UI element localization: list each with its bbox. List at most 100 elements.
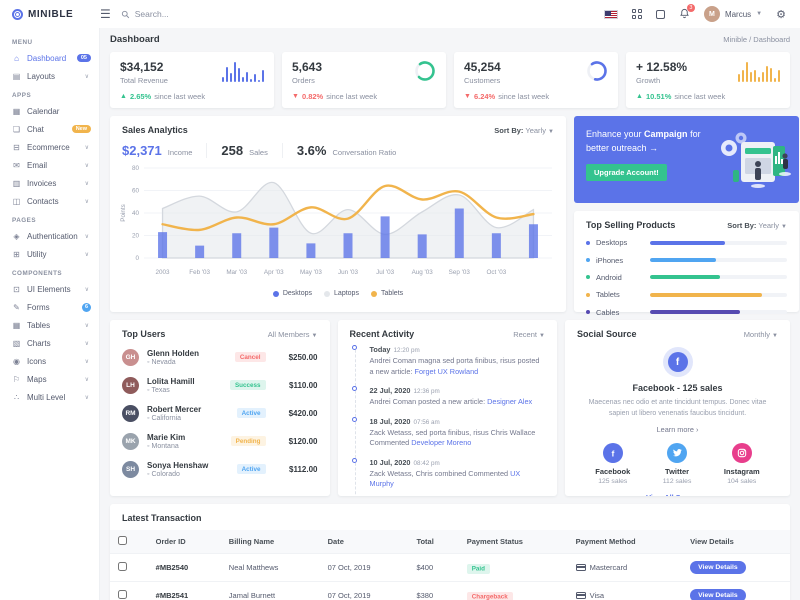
legend-label: Tablets: [380, 290, 404, 297]
svg-text:20: 20: [132, 233, 140, 240]
search-input[interactable]: [134, 9, 285, 19]
sidebar-item-layouts[interactable]: ▤ Layouts ∨: [0, 67, 99, 85]
sidebar-item-maps[interactable]: ⚐ Maps ∨: [0, 370, 99, 388]
user-menu[interactable]: M Marcus ▼: [703, 6, 762, 22]
learn-more-link[interactable]: Learn more ›: [656, 425, 699, 434]
social-source-twitter[interactable]: Twitter 112 sales: [663, 443, 691, 485]
user-row[interactable]: MK Marie Kim ◦ Montana Pending $120.00: [110, 427, 330, 455]
activity-link[interactable]: UX Murphy: [369, 468, 521, 489]
sidebar-item-ui-elements[interactable]: ⊡ UI Elements ∨: [0, 280, 99, 298]
radial-progress-chart: [586, 60, 608, 85]
settings-gear-icon[interactable]: ⚙: [776, 8, 786, 21]
chevron-down-icon: ∨: [84, 180, 89, 187]
chevron-down-icon: ∨: [84, 198, 89, 205]
user-row[interactable]: RM Robert Mercer ◦ California Active $420.00: [110, 399, 330, 427]
sparkline-bar-chart: [221, 60, 264, 82]
sidebar-item-label: Layouts: [27, 71, 56, 81]
brand-logo-icon: [12, 8, 23, 20]
row-checkbox[interactable]: [118, 562, 127, 571]
order-total: $400: [408, 553, 459, 582]
stat-delta: ▼ 6.24% since last week: [464, 92, 608, 101]
sidebar-item-email[interactable]: ✉ Email ∨: [0, 156, 99, 174]
user-row[interactable]: LH Lolita Hamill ◦ Texas Success $110.00: [110, 371, 330, 399]
delta-note: since last week: [326, 92, 378, 101]
order-id: #MB2540: [155, 563, 189, 572]
sales-kpis: $2,371 Income 258 Sales 3.6% Conversation Rat…: [110, 139, 566, 160]
column-header: Total: [408, 530, 459, 554]
view-details-button[interactable]: View Details: [690, 589, 746, 600]
apps-grid-icon[interactable]: [631, 9, 642, 19]
sidebar-item-dashboard[interactable]: ⌂ Dashboard 05: [0, 49, 99, 67]
sidebar-item-label: Email: [27, 160, 48, 170]
sidebar-item-contacts[interactable]: ◫ Contacts ∨: [0, 192, 99, 210]
activity-link[interactable]: Forget UX Rowland: [414, 366, 479, 376]
user-name: Marcus: [724, 9, 752, 19]
recent-activity-filter-dropdown[interactable]: Recent ▼: [513, 329, 545, 339]
sidebar-item-label: Charts: [27, 338, 51, 348]
product-progress-track: [650, 292, 787, 297]
user-status-badge: Pending: [230, 436, 266, 446]
sidebar-item-badge: 05: [76, 54, 91, 62]
sidebar-item-invoices[interactable]: ▥ Invoices ∨: [0, 174, 99, 192]
table-row: #MB2541 Jamal Burnett 07 Oct, 2019 $380 Char…: [110, 581, 790, 600]
svg-text:Points: Points: [120, 204, 127, 222]
social-source-filter-dropdown[interactable]: Monthly ▼: [743, 329, 778, 339]
language-flag-icon[interactable]: [603, 9, 618, 19]
top-selling-sort-dropdown[interactable]: Sort By: Yearly ▼: [727, 220, 787, 230]
social-source-name: Instagram: [723, 467, 760, 476]
select-all-checkbox[interactable]: [118, 536, 127, 545]
sidebar-item-utility[interactable]: ⊞ Utility ∨: [0, 245, 99, 263]
campaign-banner: Enhance your Campaign for better outreac…: [574, 116, 799, 203]
fullscreen-icon[interactable]: [655, 9, 665, 19]
user-row[interactable]: GH Glenn Holden ◦ Nevada Cancel $250.00: [110, 343, 330, 371]
sidebar-item-tables[interactable]: ▦ Tables ∨: [0, 316, 99, 334]
activity-link[interactable]: Developer Moreno: [411, 438, 472, 448]
facebook-highlight-icon: f: [662, 347, 693, 377]
upgrade-account-button[interactable]: Upgrade Account!: [586, 164, 667, 181]
activity-link[interactable]: Designer Alex: [487, 397, 533, 407]
product-dot: [586, 275, 590, 280]
sales-analytics-sort-dropdown[interactable]: Sort By: Yearly ▼: [494, 125, 554, 135]
sidebar-item-calendar[interactable]: ▦ Calendar: [0, 102, 99, 120]
sidebar-item-multi-level[interactable]: ∴ Multi Level ∨: [0, 388, 99, 406]
twitter-icon: [667, 443, 688, 463]
payment-status-badge: Chargeback: [466, 591, 513, 600]
menu-toggle-icon[interactable]: ☰: [100, 7, 111, 21]
product-row-desktops: Desktops: [586, 234, 787, 251]
campaign-illustration: [721, 132, 791, 188]
legend-item-tablets[interactable]: Tablets: [370, 290, 404, 297]
legend-item-laptops[interactable]: Laptops: [324, 290, 359, 297]
brand-logo[interactable]: MINIBLE: [0, 8, 100, 20]
sidebar-item-forms[interactable]: ✎ Forms 6: [0, 298, 99, 316]
sidebar-item-chat[interactable]: ❏ Chat New: [0, 120, 99, 138]
view-details-button[interactable]: View Details: [690, 561, 746, 574]
sidebar-item-label: Authentication: [27, 231, 78, 241]
top-users-filter-dropdown[interactable]: All Members ▼: [267, 329, 318, 339]
social-source-facebook[interactable]: f Facebook 125 sales: [595, 443, 630, 485]
sidebar-item-authentication[interactable]: ◈ Authentication ∨: [0, 227, 99, 245]
sidebar-item-charts[interactable]: ▧ Charts ∨: [0, 334, 99, 352]
latest-transaction-card: Latest Transaction Order ID Billing Name D…: [110, 504, 790, 600]
invoices-icon: ▥: [12, 178, 21, 188]
order-total: $380: [408, 581, 459, 600]
sidebar-item-icons[interactable]: ◉ Icons ∨: [0, 352, 99, 370]
sidebar-item-label: Dashboard: [27, 53, 67, 63]
notifications-button[interactable]: 3: [679, 3, 695, 21]
legend-item-desktops[interactable]: Desktops: [272, 290, 312, 297]
social-source-instagram[interactable]: Instagram 104 sales: [724, 443, 760, 485]
row-checkbox[interactable]: [118, 590, 127, 599]
product-row-cables: Cables: [586, 304, 787, 321]
utility-icon: ⊞: [13, 249, 20, 259]
maps-icon: ⚐: [12, 374, 21, 384]
sidebar-item-ecommerce[interactable]: ⊟ Ecommerce ∨: [0, 138, 99, 156]
chevron-down-icon: ▼: [772, 332, 778, 339]
sidebar-item-label: Calendar: [27, 106, 60, 116]
tables-icon: ▦: [12, 320, 21, 330]
activity-time: 12:36 pm: [413, 388, 440, 396]
user-amount: $420.00: [288, 408, 318, 418]
chevron-down-icon: ∨: [84, 286, 89, 293]
sidebar-item-badge: 6: [82, 302, 91, 312]
delta-percent: 6.24%: [473, 92, 496, 101]
user-row[interactable]: SH Sonya Henshaw ◦ Colorado Active $112.00: [110, 455, 330, 483]
view-all-sources-link[interactable]: View All Sources ›: [579, 493, 776, 496]
